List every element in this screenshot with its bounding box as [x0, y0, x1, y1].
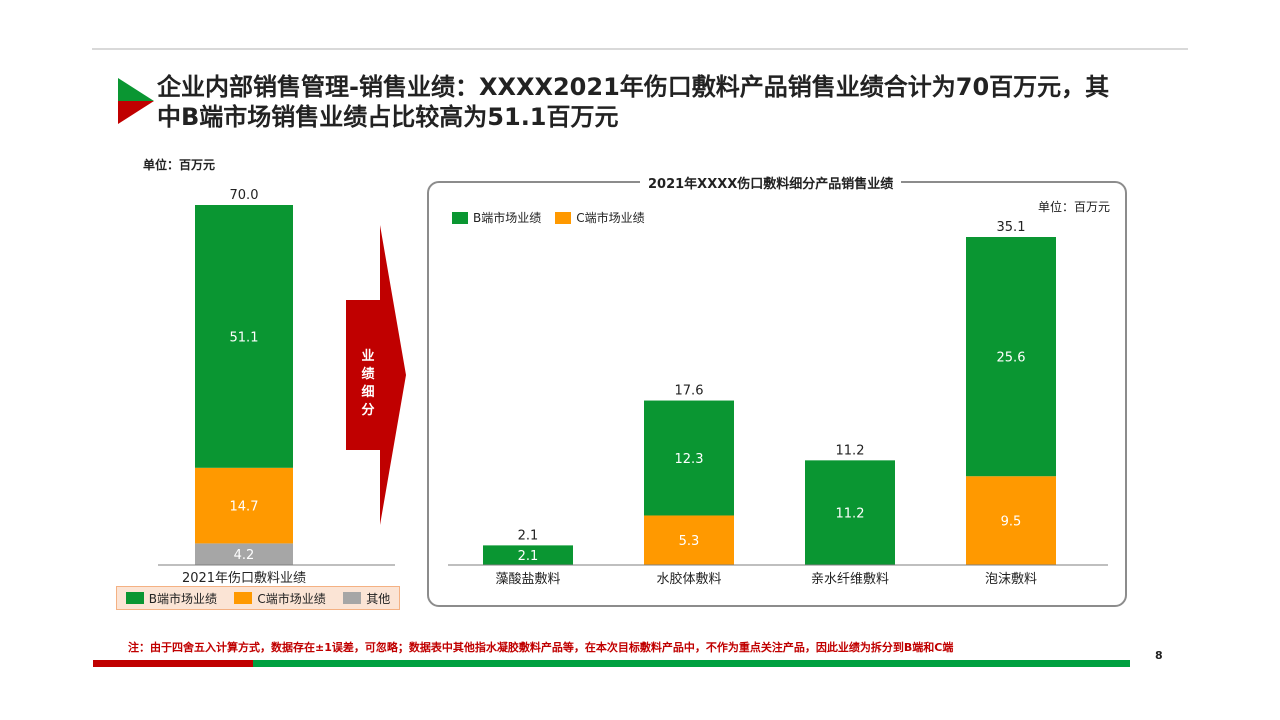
bottom-bar-green — [253, 660, 1130, 667]
total-label: 2.1 — [518, 528, 539, 543]
right-legend: B端市场业绩 C端市场业绩 — [452, 209, 645, 226]
legend-swatch-orange — [234, 592, 253, 604]
legend-swatch-gray — [343, 592, 362, 604]
arrow-label-char: 业 — [361, 349, 375, 364]
footnote: 注：由于四舍五入计算方式，数据存在±1误差，可忽略；数据表中其他指水凝胶敷料产品… — [128, 641, 954, 654]
arrow-label-char: 绩 — [361, 367, 375, 382]
data-label: 5.3 — [679, 534, 700, 549]
legend-item-c: C端市场业绩 — [555, 209, 645, 226]
legend-label: B端市场业绩 — [148, 591, 217, 606]
bar-segment — [195, 205, 293, 468]
legend-label: 其他 — [366, 591, 391, 606]
bar-segment — [483, 545, 573, 565]
total-label: 11.2 — [836, 443, 865, 458]
left-legend: B端市场业绩 C端市场业绩 其他 — [116, 586, 400, 610]
breakdown-arrow-icon — [346, 225, 406, 525]
legend-item-c: C端市场业绩 — [234, 590, 326, 607]
category-label: 水胶体敷料 — [656, 571, 721, 587]
data-label: 11.2 — [836, 507, 865, 522]
data-label: 25.6 — [997, 351, 1026, 366]
legend-label: C端市场业绩 — [257, 591, 326, 606]
category-label: 2021年伤口敷料业绩 — [182, 571, 306, 586]
bar-segment — [966, 476, 1056, 565]
legend-item-b: B端市场业绩 — [452, 209, 541, 226]
bar-segment — [966, 237, 1056, 477]
category-label: 泡沫敷料 — [985, 572, 1037, 587]
legend-label: B端市场业绩 — [473, 211, 542, 225]
legend-item-b: B端市场业绩 — [125, 590, 217, 607]
title-triangle-icon — [118, 78, 154, 124]
top-divider — [92, 48, 1188, 50]
page-title: 企业内部销售管理-销售业绩：XXXX2021年伤口敷料产品销售业绩合计为70百万… — [157, 73, 1110, 131]
right-unit-label: 单位：百万元 — [1038, 200, 1111, 214]
legend-label: C端市场业绩 — [576, 211, 645, 225]
legend-swatch-orange — [555, 211, 572, 224]
legend-swatch-green — [452, 211, 468, 224]
data-label: 4.2 — [234, 548, 255, 563]
category-label: 亲水纤维敷料 — [811, 572, 889, 587]
data-label: 12.3 — [675, 452, 704, 467]
total-label: 70.0 — [230, 188, 259, 203]
total-label: 35.1 — [997, 220, 1026, 235]
category-label: 藻酸盐敷料 — [495, 572, 560, 587]
bar-segment — [805, 460, 895, 565]
legend-swatch-green — [125, 592, 144, 604]
product-breakdown-chart: 2.1 2.1 藻酸盐敷料 5.3 12.3 17.6 水胶体敷料 11.2 11.2 亲水纤维敷… — [448, 220, 1108, 587]
bar-segment — [195, 543, 293, 565]
total-label: 17.6 — [675, 384, 704, 399]
bar-segment — [644, 515, 734, 565]
arrow-label-char: 分 — [361, 403, 375, 418]
data-label: 14.7 — [230, 500, 259, 515]
data-label: 51.1 — [230, 330, 259, 345]
page-number: 8 — [1155, 649, 1163, 662]
bottom-bar-red — [93, 660, 253, 667]
legend-item-other: 其他 — [343, 590, 390, 607]
left-unit-label: 单位：百万元 — [143, 158, 216, 172]
data-label: 2.1 — [518, 549, 539, 564]
total-sales-chart: 4.2 14.7 51.1 70.0 2021年伤口敷料业绩 — [158, 188, 395, 586]
bar-segment — [195, 467, 293, 544]
panel-title: 2021年XXXX伤口敷料细分产品销售业绩 — [640, 173, 902, 192]
arrow-label-char: 细 — [361, 385, 375, 400]
data-label: 9.5 — [1001, 515, 1022, 530]
bar-segment — [644, 400, 734, 516]
arrow-label: 业绩细分 — [354, 348, 382, 420]
